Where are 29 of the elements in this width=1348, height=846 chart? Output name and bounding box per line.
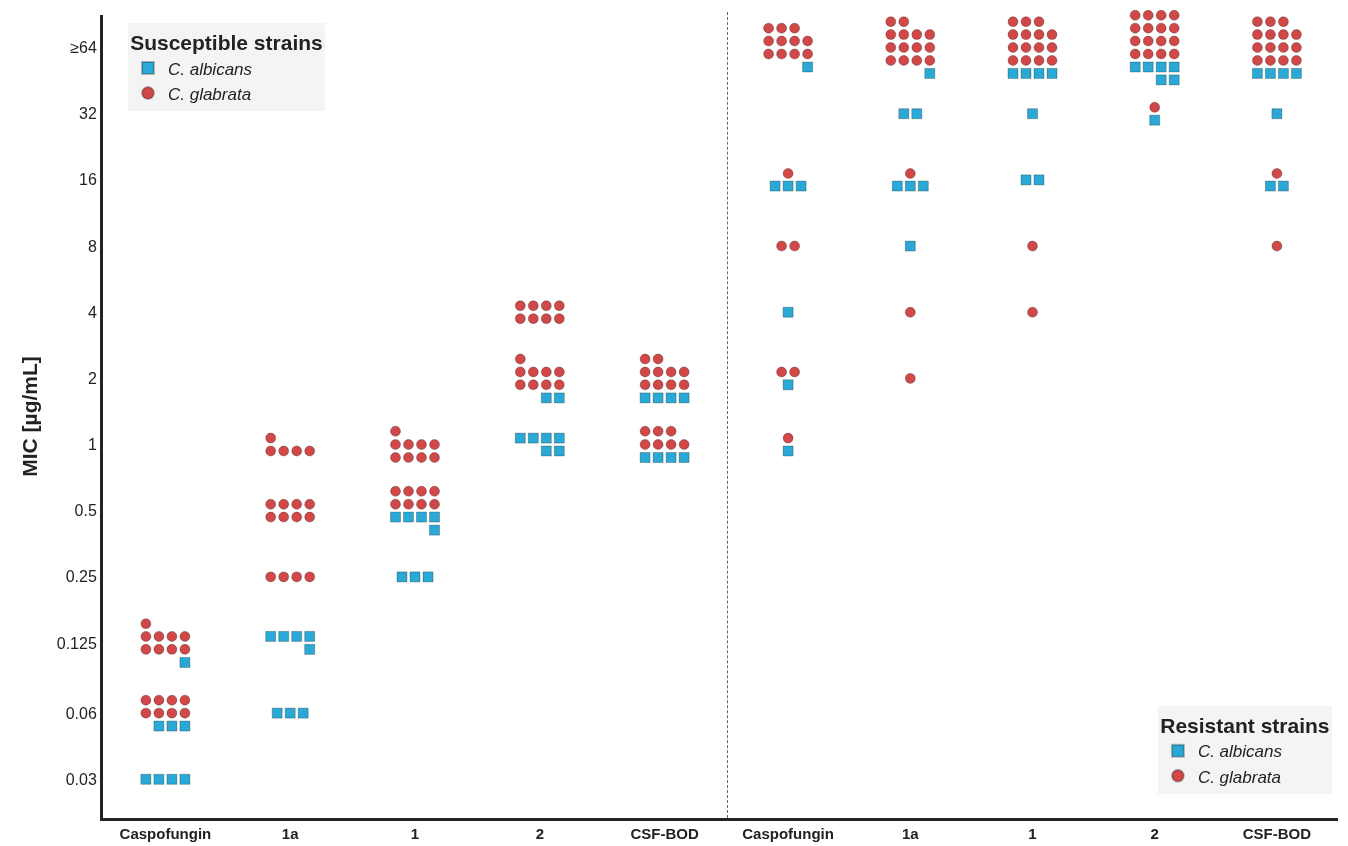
- x-tick-label: 1: [1028, 825, 1037, 842]
- x-tick-label: 1a: [901, 825, 920, 842]
- y-tick-label: 4: [87, 303, 97, 321]
- y-tick-label: 0.06: [65, 704, 97, 722]
- y-tick-label: ≥64: [70, 39, 97, 57]
- y-tick-label: 0.03: [65, 770, 97, 788]
- y-tick-label: 32: [79, 105, 97, 123]
- x-tick-label: 1a: [281, 825, 300, 842]
- y-tick-label: 16: [79, 171, 97, 189]
- y-tick-label: 2: [87, 369, 97, 387]
- x-tick-label: Caspofungin: [742, 825, 834, 842]
- legend-title: Resistant strains: [1160, 714, 1330, 738]
- y-axis-title: MIC [µg/mL]: [17, 356, 41, 477]
- x-tick-label: CSF-BOD: [1242, 825, 1312, 842]
- y-tick-label: 1: [87, 436, 97, 454]
- x-tick-label: CSF-BOD: [630, 825, 699, 842]
- legend-label: C. glabrata: [167, 84, 252, 104]
- y-tick-label: 0.5: [74, 502, 97, 520]
- x-tick-label: 1: [410, 825, 420, 842]
- legend-label: C. glabrata: [1197, 767, 1282, 787]
- legend-label: C. albicans: [1197, 742, 1283, 762]
- x-tick-label: Caspofungin: [119, 825, 212, 842]
- y-tick-label: 0.25: [65, 568, 97, 586]
- y-tick-label: 8: [87, 237, 97, 255]
- x-tick-label: 2: [1150, 825, 1159, 842]
- legend-label: C. albicans: [167, 59, 253, 79]
- y-tick-label: 0.125: [56, 634, 97, 652]
- x-tick-label: 2: [535, 825, 544, 842]
- legend-title: Susceptible strains: [130, 31, 323, 55]
